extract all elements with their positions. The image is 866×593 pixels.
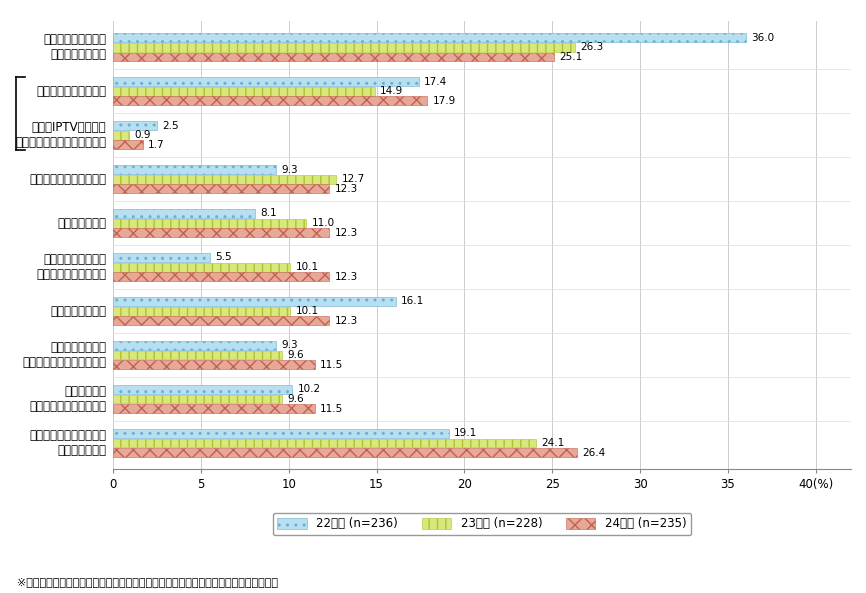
Bar [113,316,329,325]
Bar [113,33,746,42]
Bar [113,253,210,262]
Text: 12.3: 12.3 [334,315,358,326]
Text: 1.7: 1.7 [148,140,165,150]
Text: 11.5: 11.5 [320,360,344,369]
Text: 9.6: 9.6 [287,394,304,404]
Text: 17.9: 17.9 [433,96,456,106]
Bar [113,394,281,403]
Bar [113,438,536,447]
Text: 25.1: 25.1 [559,52,583,62]
Bar [113,404,315,413]
Legend: 22年度 (n=236), 23年度 (n=228), 24年度 (n=235): 22年度 (n=236), 23年度 (n=228), 24年度 (n=235) [273,513,691,535]
Bar [113,263,290,272]
Text: 19.1: 19.1 [454,428,477,438]
Bar [113,175,336,184]
Text: 11.0: 11.0 [312,218,334,228]
Text: 10.1: 10.1 [295,306,319,316]
Text: 14.9: 14.9 [380,86,404,96]
Bar [113,341,276,350]
Text: 12.3: 12.3 [334,228,358,238]
Bar [113,87,375,95]
Bar [113,219,307,228]
Bar [113,350,281,359]
Text: 10.1: 10.1 [295,262,319,272]
Bar [113,184,329,193]
Text: 9.3: 9.3 [281,164,298,174]
Bar [113,131,129,140]
Text: 26.4: 26.4 [582,448,605,458]
Text: 12.3: 12.3 [334,272,358,282]
Bar [113,228,329,237]
Text: 10.2: 10.2 [297,384,320,394]
Bar [113,429,449,438]
Text: 11.5: 11.5 [320,404,344,414]
Text: 16.1: 16.1 [401,296,424,307]
Bar [113,307,290,315]
Bar [113,165,276,174]
Text: 24.1: 24.1 [542,438,565,448]
Text: 9.6: 9.6 [287,350,304,360]
Bar [113,272,329,281]
Text: 12.7: 12.7 [341,174,365,184]
Bar [113,297,396,306]
Text: 2.5: 2.5 [162,120,178,130]
Bar [113,209,255,218]
Bar [113,97,428,106]
Bar [113,77,418,86]
Text: 12.3: 12.3 [334,184,358,194]
Text: 8.1: 8.1 [261,209,277,218]
Text: 17.4: 17.4 [424,76,447,87]
Text: ※回答に今後新たに展開したいと考えている事業があった企業数で除した数値である。: ※回答に今後新たに展開したいと考えている事業があった企業数で除した数値である。 [17,577,278,587]
Text: 9.3: 9.3 [281,340,298,350]
Bar [113,385,292,394]
Bar [113,361,315,369]
Bar [113,448,577,457]
Text: 26.3: 26.3 [580,42,604,52]
Bar [113,53,554,62]
Text: 36.0: 36.0 [751,33,774,43]
Text: 5.5: 5.5 [215,253,231,263]
Bar [113,121,157,130]
Bar [113,43,575,52]
Text: 0.9: 0.9 [134,130,151,140]
Bar [113,141,143,149]
